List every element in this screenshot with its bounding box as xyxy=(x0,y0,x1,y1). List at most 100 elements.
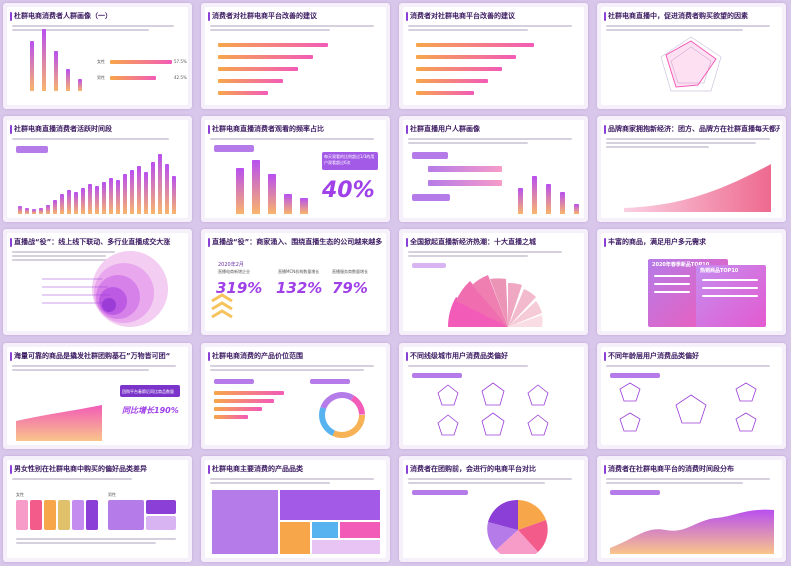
slide-body xyxy=(606,25,777,101)
treemap-cell xyxy=(44,500,56,530)
text-line xyxy=(12,251,115,253)
slide-title: 直播战“役”：线上线下联动、多行业直播成交大涨 xyxy=(14,238,171,246)
slide-12[interactable]: 丰富的商品，满足用户多元需求 2020年春季新品TOP10 热销商品TOP10 xyxy=(597,229,786,335)
chart-bar xyxy=(416,67,502,71)
title-accent xyxy=(406,465,408,474)
title-accent xyxy=(10,238,12,247)
slide-11[interactable]: 全国掀起直播新经济热潮：十大直播之城 xyxy=(399,229,588,335)
slide-body: 团购平台春節后同比商品数量 同比增长190% xyxy=(12,365,183,441)
text-line xyxy=(606,478,771,480)
text-line xyxy=(210,365,375,367)
chart-bar xyxy=(78,79,82,91)
treemap-cell xyxy=(280,490,380,520)
list-line xyxy=(702,279,758,281)
chart-bar xyxy=(416,43,534,47)
slide-9[interactable]: 直播战“役”：线上线下联动、多行业直播成交大涨 xyxy=(3,229,192,335)
slide-2[interactable]: 消费者对社群电商平台改善的建议 xyxy=(201,3,390,109)
slide-frame xyxy=(601,7,782,105)
radar-small-multiples xyxy=(437,382,549,436)
legend-label: 女性 xyxy=(97,59,105,64)
slide-body xyxy=(606,365,777,441)
tag xyxy=(610,373,660,378)
title-accent xyxy=(10,12,12,21)
slide-7[interactable]: 社群直播用户人群画像 xyxy=(399,116,588,222)
gender-bar xyxy=(110,60,172,64)
text-line xyxy=(606,142,757,144)
chart-bar xyxy=(95,186,99,214)
stat-label: 直播MCN机构数量增长 xyxy=(278,269,320,274)
slide-20[interactable]: 消费者在社群电商平台的消费时间段分布 xyxy=(597,456,786,562)
slide-title: 海量可靠的商品是撬发社群团购基石”万物皆可团“ xyxy=(14,352,171,360)
title-accent xyxy=(10,125,12,134)
radar-chart xyxy=(660,36,722,92)
title-accent xyxy=(208,352,210,361)
slide-body xyxy=(210,25,381,101)
big-stat: 40% xyxy=(322,178,375,203)
slide-1[interactable]: 杜群电商消费者人群画像（一） 女性 57.5% 男性 42.5% xyxy=(3,3,192,109)
text-line xyxy=(606,482,743,484)
slide-body: 女性 57.5% 男性 42.5% xyxy=(12,25,187,101)
tag xyxy=(214,379,254,384)
slide-3[interactable]: 消费者对社群电商平台改善的建议 xyxy=(399,3,588,109)
slide-title: 男女性别在社群电商中购买的偏好品类差异 xyxy=(14,465,147,473)
text-line xyxy=(408,142,528,144)
slide-8[interactable]: 品牌商家拥抱新经济：团方、品牌方在社群直播每天都开播 xyxy=(597,116,786,222)
chart-bar xyxy=(116,180,120,214)
tag xyxy=(610,490,660,495)
callout-box xyxy=(120,385,180,397)
chart-bar xyxy=(60,194,64,214)
title-accent xyxy=(604,125,606,134)
big-stat: 79% xyxy=(332,279,368,297)
text-line xyxy=(606,146,709,148)
slide-18[interactable]: 杜群电商主要消费的产品品类 xyxy=(201,456,390,562)
ribbon-label: 2020年春季新品TOP10 xyxy=(652,262,710,268)
text-line xyxy=(12,25,175,27)
text-line xyxy=(12,259,112,261)
chart-bar xyxy=(88,184,92,214)
text-line xyxy=(12,365,177,367)
text-line xyxy=(210,482,330,484)
slide-title: 品牌商家拥抱新经济：团方、品牌方在社群直播每天都开播 xyxy=(608,125,780,133)
chart-bar xyxy=(67,190,71,214)
chart-bar xyxy=(214,391,284,395)
treemap-cell xyxy=(58,500,70,530)
slide-body xyxy=(606,478,777,554)
slide-14[interactable]: 社群电商消费的产品价位范围 xyxy=(201,343,390,449)
slide-10[interactable]: 直播战“役”：商家涌入、围绕直播生态的公司越来越多 2020年2月 直播电商新增… xyxy=(201,229,390,335)
title-accent xyxy=(10,465,12,474)
slide-title: 不同年龄层用户消费品类偏好 xyxy=(608,352,699,360)
chart-bar xyxy=(574,204,579,214)
chart-bar xyxy=(172,176,176,214)
tag xyxy=(412,194,450,201)
chart-bar xyxy=(560,192,565,214)
treemap-cell xyxy=(340,522,380,538)
text-line xyxy=(12,478,132,480)
chart-bar xyxy=(284,194,292,214)
list-line xyxy=(654,283,690,285)
area-chart xyxy=(16,405,102,441)
chart-bar xyxy=(214,399,274,403)
title-accent xyxy=(406,12,408,21)
slide-13[interactable]: 海量可靠的商品是撬发社群团购基石”万物皆可团“ 团购平台春節后同比商品数量 同比… xyxy=(3,343,192,449)
slide-17[interactable]: 男女性别在社群电商中购买的偏好品类差异 女性 男性 xyxy=(3,456,192,562)
slide-4[interactable]: 社群电商直播中，促进消费者购买欲望的因素 xyxy=(597,3,786,109)
chart-bar xyxy=(158,154,162,214)
slide-15[interactable]: 不同线级城市用户消费品类偏好 xyxy=(399,343,588,449)
chart-bar xyxy=(18,206,22,214)
chart-bar xyxy=(102,182,106,214)
slide-6[interactable]: 社群电商直播消费者观看的频率占比 每天观看的比例超过1/3的用户观看超过6次 4… xyxy=(201,116,390,222)
slide-16[interactable]: 不同年龄层用户消费品类偏好 xyxy=(597,343,786,449)
stat-label: 直播服务商数量增长 xyxy=(332,269,368,274)
treemap-cell xyxy=(72,500,84,530)
slide-title: 全国掀起直播新经济热潮：十大直播之城 xyxy=(410,238,536,246)
title-accent xyxy=(604,465,606,474)
slide-body xyxy=(12,138,183,214)
slide-19[interactable]: 消费者在团购前，会进行的电商平台对比 xyxy=(399,456,588,562)
chart-bar xyxy=(300,198,308,214)
slide-5[interactable]: 社群电商直播消费者活跃时间段 xyxy=(3,116,192,222)
chart-bar xyxy=(81,188,85,214)
title-accent xyxy=(406,125,408,134)
treemap-cell xyxy=(86,500,98,530)
title-accent xyxy=(406,352,408,361)
tag xyxy=(412,373,462,378)
